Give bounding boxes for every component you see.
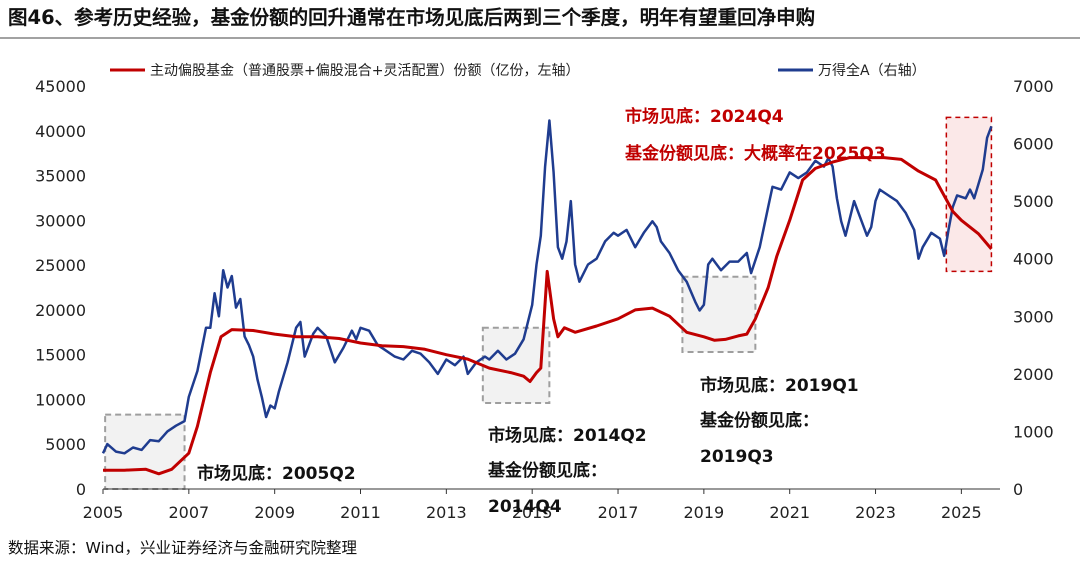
x-tick-label: 2015: [512, 503, 553, 522]
y-right-tick-label: 1000: [1013, 422, 1054, 441]
x-tick-label: 2017: [598, 503, 639, 522]
legend: 主动偏股基金（普通股票+偏股混合+灵活配置）份额（亿份，左轴） 万得全A（右轴）: [110, 62, 926, 79]
y-left-tick-label: 30000: [35, 211, 86, 230]
y-left-tick-label: 15000: [35, 346, 86, 365]
annotation-2014-line-2: 基金份额见底：: [487, 460, 607, 481]
y-left-tick-label: 0: [76, 480, 86, 499]
x-tick-label: 2025: [941, 503, 982, 522]
x-tick-label: 2019: [684, 503, 725, 522]
y-left-tick-label: 40000: [35, 122, 86, 141]
y-left-tick-label: 35000: [35, 167, 86, 186]
source-note: 数据来源：Wind，兴业证券经济与金融研究院整理: [8, 538, 357, 557]
y-right-tick-label: 6000: [1013, 135, 1054, 154]
annotation-2024-line-1: 市场见底：2024Q4: [625, 106, 784, 127]
annotations: 市场见底：2005Q2 市场见底：2014Q2 基金份额见底： 2014Q4 市…: [197, 106, 886, 517]
annotation-2024-line-2: 基金份额见底：大概率在2025Q3: [624, 143, 886, 164]
annotation-2019-line-1: 市场见底：2019Q1: [700, 375, 859, 396]
annotation-2019-line-3: 2019Q3: [700, 447, 774, 467]
annotation-2014-line-1: 市场见底：2014Q2: [488, 425, 647, 446]
x-tick-label: 2005: [83, 503, 124, 522]
annotation-2014-line-3: 2014Q4: [488, 497, 562, 517]
y-left-tick-label: 10000: [35, 390, 86, 409]
annotation-2005-line-1: 市场见底：2005Q2: [197, 463, 356, 484]
y-left-tick-label: 25000: [35, 256, 86, 275]
axes: 0500010000150002000025000300003500040000…: [35, 77, 1054, 522]
x-tick-label: 2021: [769, 503, 810, 522]
series-line-fund-shares: [103, 156, 993, 476]
y-right-tick-label: 7000: [1013, 77, 1054, 96]
legend-label-fund-shares: 主动偏股基金（普通股票+偏股混合+灵活配置）份额（亿份，左轴）: [150, 62, 579, 79]
annotation-2019-line-2: 基金份额见底：: [699, 410, 819, 431]
y-right-tick-label: 2000: [1013, 365, 1054, 384]
x-tick-label: 2013: [426, 503, 467, 522]
x-tick-label: 2007: [168, 503, 209, 522]
highlight-box-2014: [481, 326, 551, 405]
y-left-tick-label: 5000: [45, 435, 86, 454]
page-title: 图46、参考历史经验，基金份额的回升通常在市场见底后两到三个季度，明年有望重回净…: [8, 6, 815, 29]
y-right-tick-label: 0: [1013, 480, 1023, 499]
x-tick-label: 2023: [855, 503, 896, 522]
y-left-tick-label: 20000: [35, 301, 86, 320]
legend-label-wind-a: 万得全A（右轴）: [818, 62, 926, 79]
x-tick-label: 2011: [340, 503, 381, 522]
y-right-tick-label: 3000: [1013, 307, 1054, 326]
y-right-tick-label: 4000: [1013, 250, 1054, 269]
y-left-tick-label: 45000: [35, 77, 86, 96]
series-line-wind-all-a: [101, 119, 993, 455]
y-right-tick-label: 5000: [1013, 192, 1054, 211]
series-lines: [101, 119, 993, 476]
x-tick-label: 2009: [254, 503, 295, 522]
